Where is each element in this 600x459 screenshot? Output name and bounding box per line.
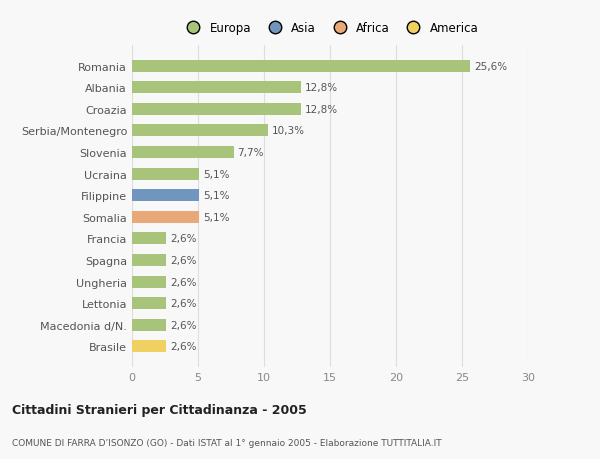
Bar (132, 319, 166, 331)
Text: COMUNE DI FARRA D’ISONZO (GO) - Dati ISTAT al 1° gennaio 2005 - Elaborazione TUT: COMUNE DI FARRA D’ISONZO (GO) - Dati IST… (12, 438, 442, 447)
Bar (132, 341, 166, 353)
Text: 2,6%: 2,6% (170, 320, 197, 330)
Bar (132, 276, 166, 288)
Bar (132, 254, 166, 266)
Bar (132, 61, 470, 73)
Text: Cittadini Stranieri per Cittadinanza - 2005: Cittadini Stranieri per Cittadinanza - 2… (12, 403, 307, 416)
Text: 5,1%: 5,1% (203, 169, 230, 179)
Text: 2,6%: 2,6% (170, 341, 197, 352)
Text: 2,6%: 2,6% (170, 277, 197, 287)
Bar (132, 104, 301, 116)
Bar (132, 233, 166, 245)
Bar (132, 147, 233, 159)
Text: 2,6%: 2,6% (170, 234, 197, 244)
Bar (132, 82, 301, 94)
Bar (132, 125, 268, 137)
Bar (132, 190, 199, 202)
Text: 10,3%: 10,3% (272, 126, 305, 136)
Text: 12,8%: 12,8% (305, 105, 338, 115)
Text: 25,6%: 25,6% (474, 62, 507, 72)
Text: 2,6%: 2,6% (170, 256, 197, 265)
Text: 5,1%: 5,1% (203, 213, 230, 222)
Legend: Europa, Asia, Africa, America: Europa, Asia, Africa, America (179, 20, 481, 37)
Bar (132, 297, 166, 309)
Text: 7,7%: 7,7% (238, 148, 264, 157)
Bar (132, 168, 199, 180)
Text: 5,1%: 5,1% (203, 191, 230, 201)
Bar (132, 212, 199, 223)
Text: 2,6%: 2,6% (170, 298, 197, 308)
Text: 12,8%: 12,8% (305, 83, 338, 93)
